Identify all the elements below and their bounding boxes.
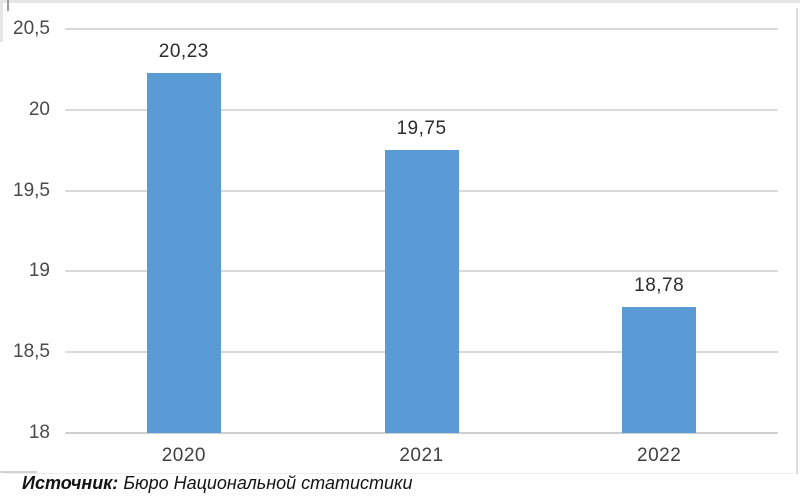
y-axis-tick-label: 19,5 bbox=[13, 179, 50, 201]
y-axis-tick-label: 20,5 bbox=[13, 18, 50, 39]
y-axis-tick-label: 19 bbox=[28, 260, 50, 282]
y-axis-tick-label: 18,5 bbox=[13, 341, 50, 363]
x-axis-tick-label: 2022 bbox=[637, 445, 682, 466]
artifact-left-edge-line bbox=[0, 0, 3, 42]
x-axis-tick-label: 2021 bbox=[399, 445, 444, 466]
gridline-20 bbox=[65, 108, 778, 111]
bar-value-label: 20,23 bbox=[158, 40, 209, 62]
bar-2021 bbox=[384, 150, 459, 433]
source-note-text: Бюро Национальной статистики bbox=[118, 473, 413, 493]
x-axis-tick-label: 2020 bbox=[161, 445, 206, 466]
gridline-20,5 bbox=[65, 28, 778, 30]
bar-value-label: 18,78 bbox=[634, 274, 685, 296]
source-note-prefix: Источник: bbox=[22, 473, 119, 493]
bar-value-label: 19,75 bbox=[396, 118, 447, 140]
artifact-top-edge-line bbox=[0, 0, 800, 3]
artifact-bottom-left-fragment bbox=[0, 471, 37, 473]
bar-2022 bbox=[622, 306, 697, 433]
artifact-bottom-divider-line bbox=[6, 473, 794, 474]
bar-2020 bbox=[146, 72, 221, 433]
artifact-top-left-tick bbox=[7, 0, 9, 11]
artifact-right-edge-line bbox=[796, 8, 798, 474]
source-note: Источник: Бюро Национальной статистики bbox=[22, 473, 413, 494]
y-axis-tick-label: 20 bbox=[28, 98, 50, 120]
y-axis-tick-label: 18 bbox=[28, 422, 50, 443]
gridline-18 bbox=[65, 432, 778, 434]
